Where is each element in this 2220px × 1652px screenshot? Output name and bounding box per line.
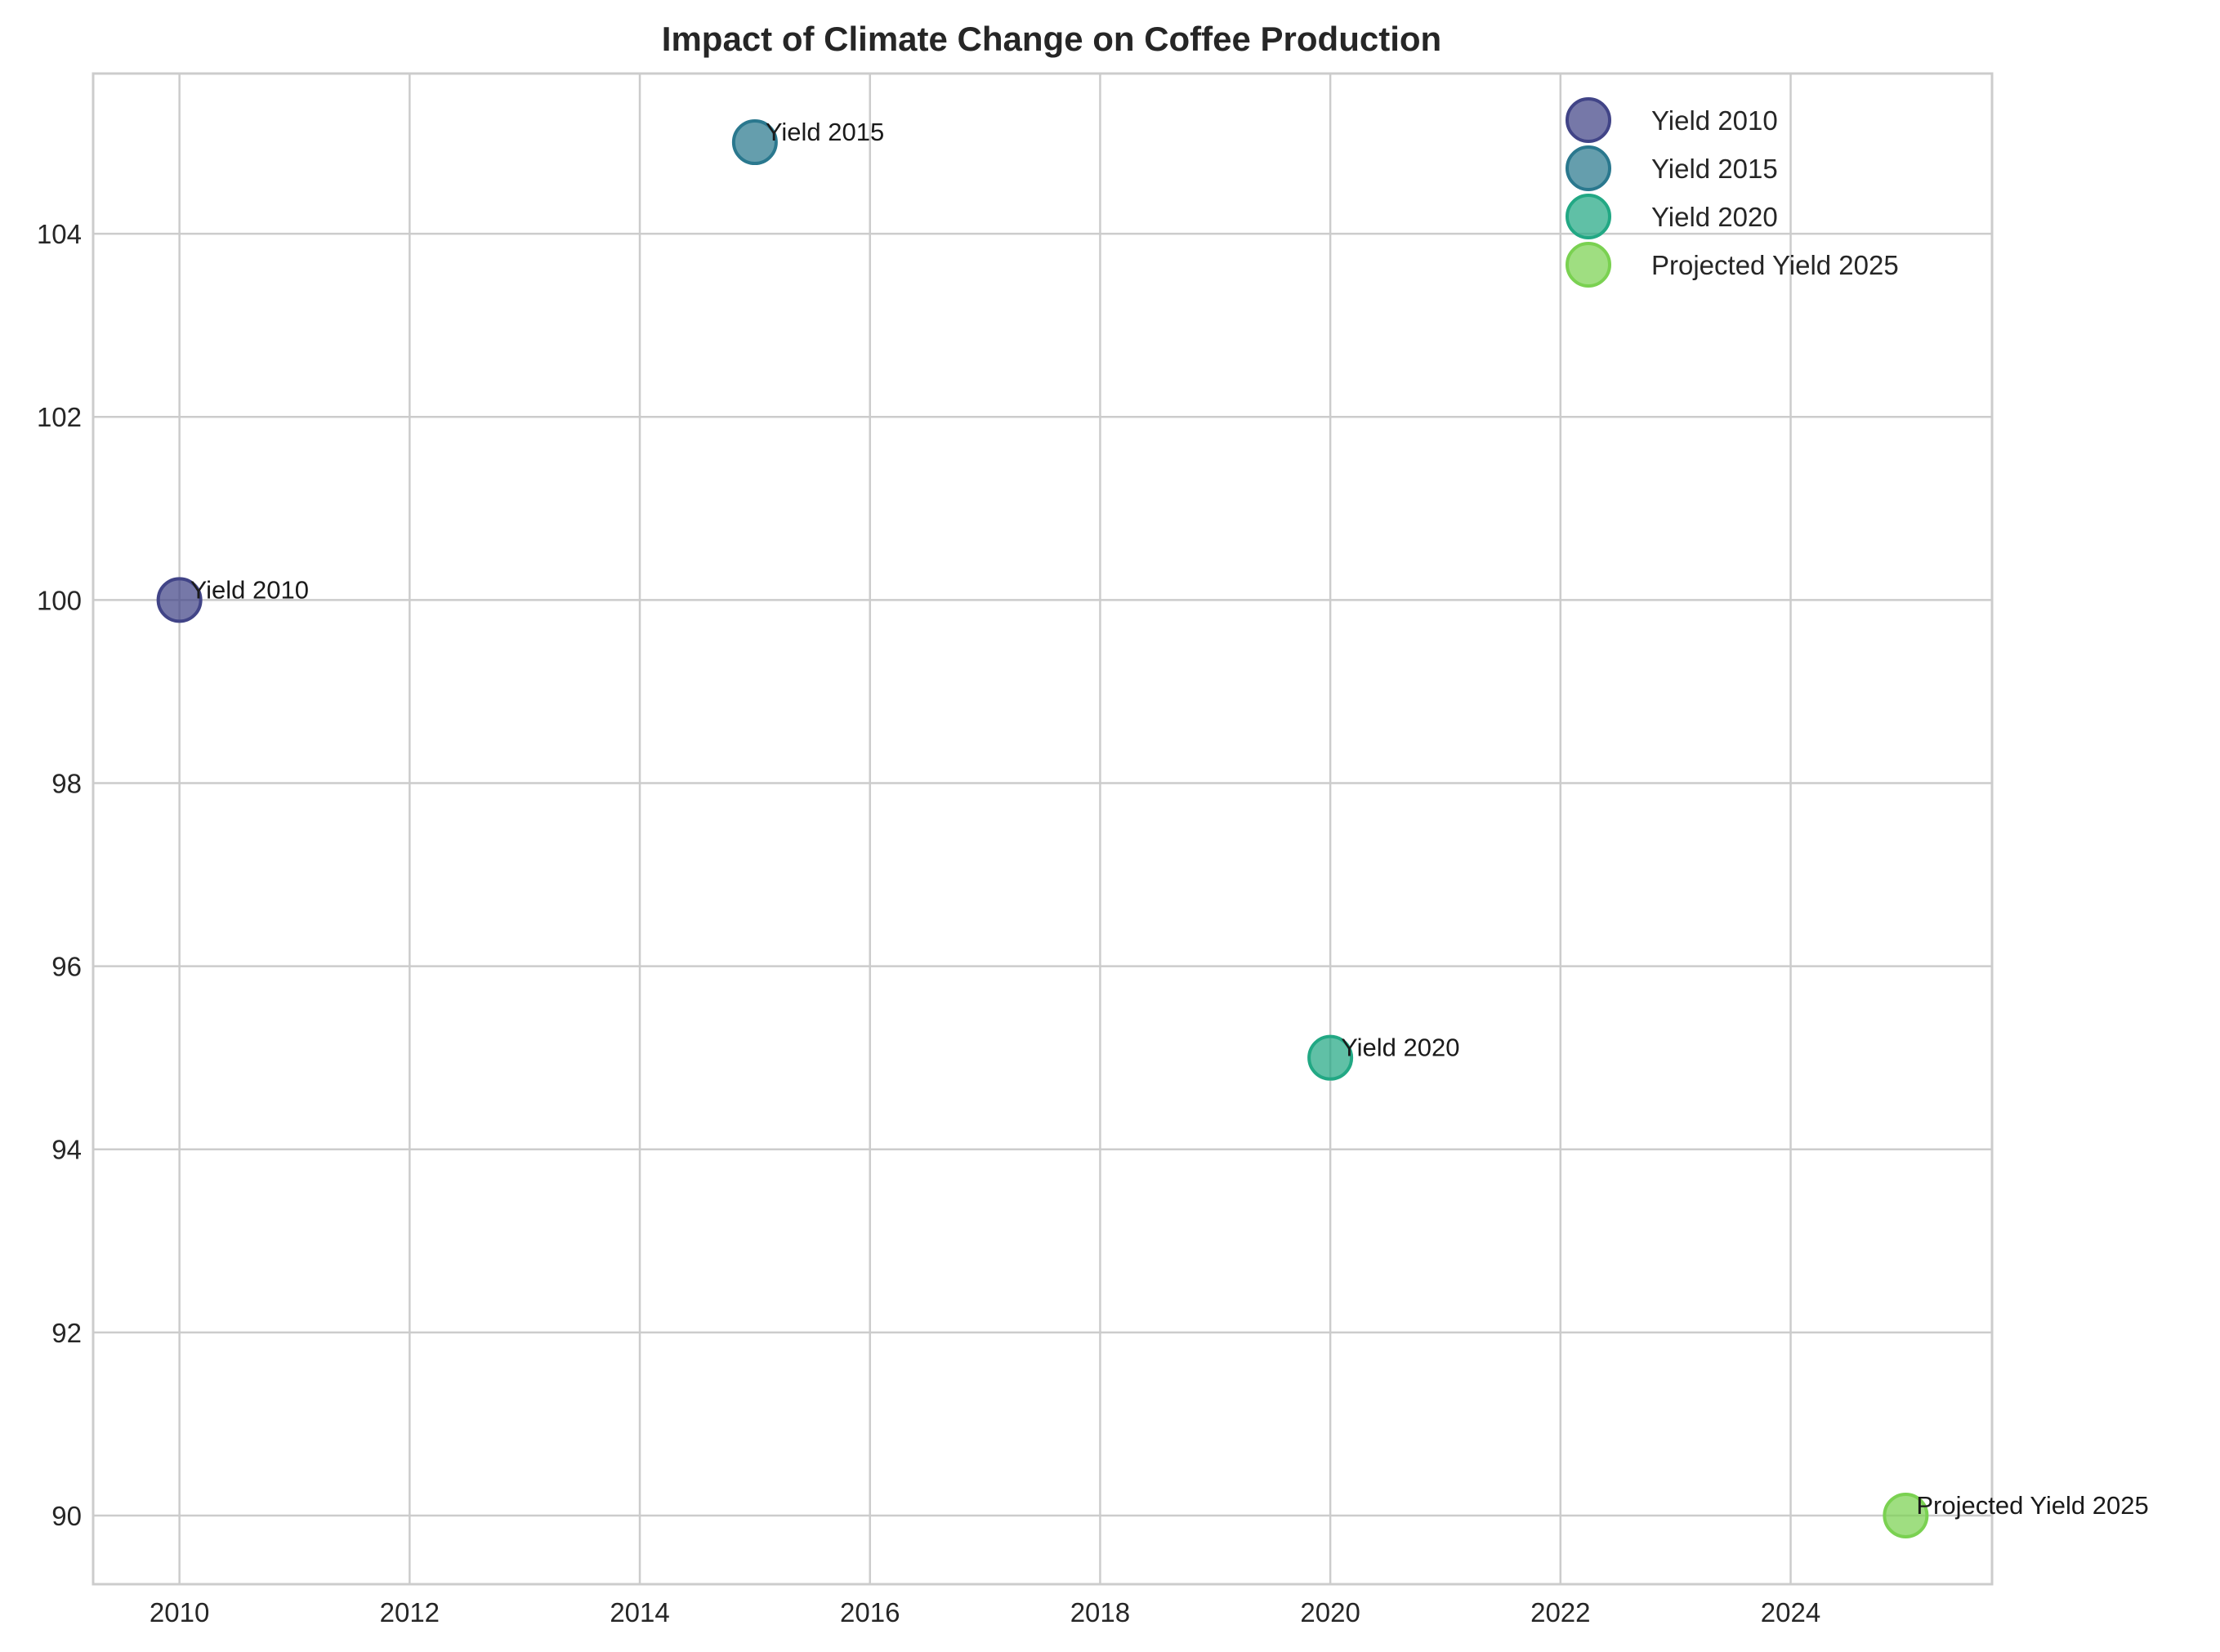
y-axis-ticks: 90 92 94 96 98 100 102 104 <box>37 219 82 1531</box>
data-point <box>156 577 203 623</box>
y-tick-label: 104 <box>37 219 82 249</box>
data-point <box>1883 1492 1929 1538</box>
plot-frame <box>92 72 1994 1586</box>
x-tick-label: 2024 <box>1761 1597 1820 1627</box>
y-tick-label: 92 <box>51 1318 82 1348</box>
x-tick-label: 2022 <box>1530 1597 1590 1627</box>
grid <box>93 74 1992 1584</box>
point-label: Yield 2015 <box>766 118 884 146</box>
x-tick-label: 2010 <box>150 1597 209 1627</box>
point-label: Projected Yield 2025 <box>1916 1491 2148 1520</box>
legend-label: Yield 2010 <box>1651 105 1778 136</box>
x-tick-label: 2014 <box>610 1597 669 1627</box>
legend-label: Yield 2015 <box>1651 154 1778 184</box>
y-tick-label: 90 <box>51 1501 82 1531</box>
y-tick-label: 102 <box>37 402 82 432</box>
y-tick-label: 96 <box>51 952 82 982</box>
legend-label: Yield 2020 <box>1651 202 1778 232</box>
y-tick-label: 94 <box>51 1135 82 1165</box>
point-label: Yield 2010 <box>190 575 309 604</box>
x-tick-label: 2020 <box>1300 1597 1360 1627</box>
data-point <box>731 119 778 166</box>
x-tick-label: 2012 <box>380 1597 440 1627</box>
chart-title: Impact of Climate Change on Coffee Produ… <box>662 20 1441 58</box>
legend-marker <box>1566 194 1611 239</box>
data-points <box>156 119 1929 1538</box>
legend-marker <box>1566 97 1611 143</box>
legend: Yield 2010 Yield 2015 Yield 2020 Projected … <box>1566 97 1899 288</box>
legend-marker <box>1566 242 1611 288</box>
x-tick-label: 2018 <box>1070 1597 1130 1627</box>
x-tick-label: 2016 <box>840 1597 900 1627</box>
x-axis-ticks: 2010 2012 2014 2016 2018 2020 2022 2024 <box>150 1597 1820 1627</box>
data-point <box>1307 1034 1354 1081</box>
point-label: Yield 2020 <box>1341 1034 1459 1062</box>
y-tick-label: 100 <box>37 585 82 615</box>
point-annotations: Yield 2010 Yield 2015 Yield 2020 Projected … <box>190 118 2149 1520</box>
legend-label: Projected Yield 2025 <box>1651 250 1899 280</box>
y-tick-label: 98 <box>51 768 82 798</box>
legend-marker <box>1566 145 1611 191</box>
